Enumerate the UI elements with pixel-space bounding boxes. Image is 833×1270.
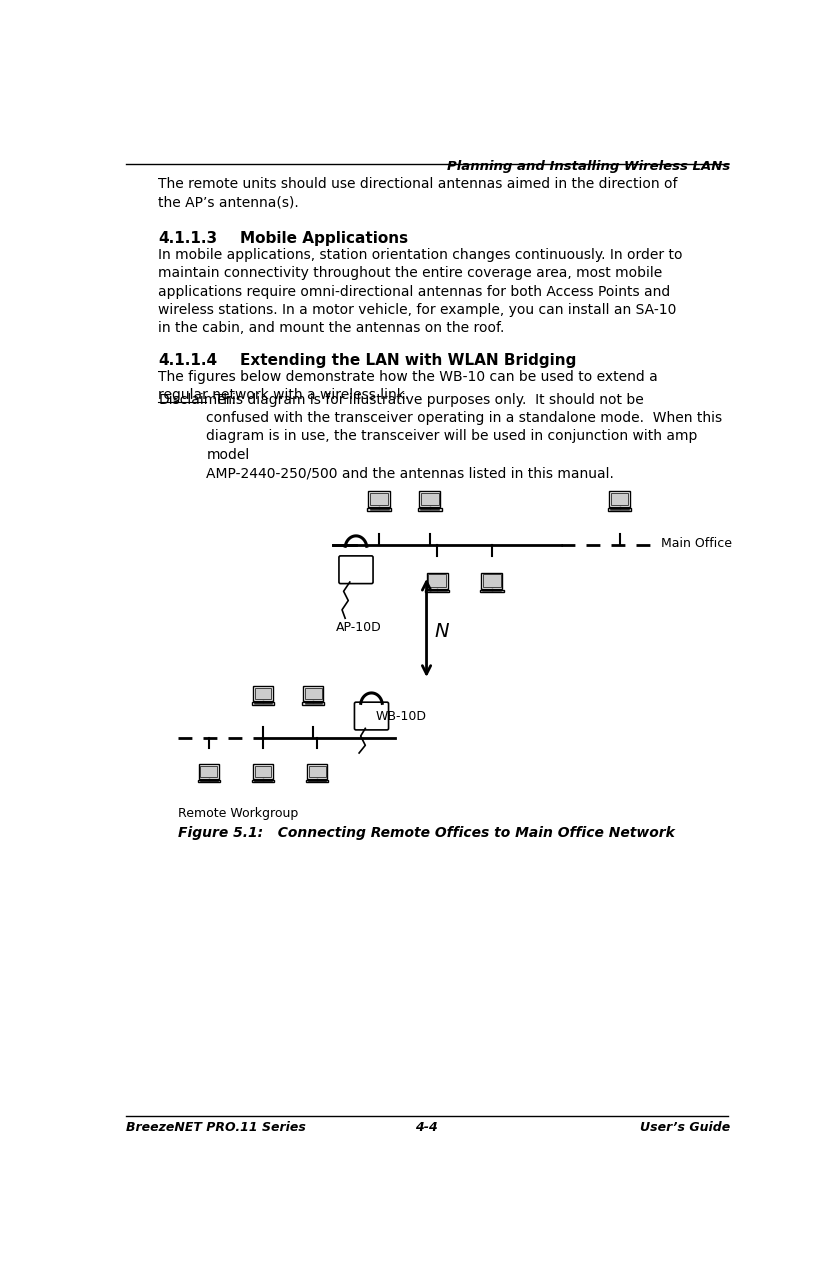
Text: WB-10D: WB-10D [376, 710, 426, 723]
FancyBboxPatch shape [480, 589, 504, 592]
Text: The remote units should use directional antennas aimed in the direction of
the A: The remote units should use directional … [158, 177, 678, 210]
FancyBboxPatch shape [481, 573, 502, 589]
FancyBboxPatch shape [611, 493, 628, 505]
FancyBboxPatch shape [201, 766, 217, 777]
FancyBboxPatch shape [253, 686, 273, 701]
Text: BreezeNET PRO.11 Series: BreezeNET PRO.11 Series [126, 1121, 306, 1134]
FancyBboxPatch shape [428, 574, 446, 587]
Text: The figures below demonstrate how the WB-10 can be used to extend a
regular netw: The figures below demonstrate how the WB… [158, 370, 658, 401]
FancyBboxPatch shape [253, 765, 273, 779]
FancyBboxPatch shape [302, 702, 325, 705]
FancyBboxPatch shape [197, 780, 220, 782]
FancyBboxPatch shape [426, 573, 448, 589]
FancyBboxPatch shape [417, 508, 441, 511]
Text: Extending the LAN with WLAN Bridging: Extending the LAN with WLAN Bridging [240, 353, 576, 367]
Text: Remote Workgroup: Remote Workgroup [177, 806, 298, 820]
Text: 4.1.1.3: 4.1.1.3 [158, 231, 217, 246]
Text: Planning and Installing Wireless LANs: Planning and Installing Wireless LANs [447, 160, 731, 173]
FancyBboxPatch shape [483, 574, 501, 587]
Text: Disclaimer:: Disclaimer: [158, 392, 237, 406]
Text: N: N [434, 622, 449, 641]
FancyBboxPatch shape [199, 765, 219, 779]
Text: User’s Guide: User’s Guide [640, 1121, 731, 1134]
Text: AP-10D: AP-10D [336, 621, 382, 634]
FancyBboxPatch shape [255, 688, 272, 700]
FancyBboxPatch shape [419, 491, 441, 507]
FancyBboxPatch shape [305, 688, 322, 700]
FancyBboxPatch shape [609, 491, 631, 507]
Text: 4.1.1.4: 4.1.1.4 [158, 353, 217, 367]
FancyBboxPatch shape [303, 686, 323, 701]
FancyBboxPatch shape [307, 780, 328, 782]
FancyBboxPatch shape [309, 766, 326, 777]
Text: Main Office: Main Office [661, 537, 731, 550]
FancyBboxPatch shape [607, 508, 631, 511]
FancyBboxPatch shape [255, 766, 272, 777]
FancyBboxPatch shape [252, 780, 274, 782]
FancyBboxPatch shape [307, 765, 327, 779]
FancyBboxPatch shape [421, 493, 438, 505]
Text: In mobile applications, station orientation changes continuously. In order to
ma: In mobile applications, station orientat… [158, 248, 683, 335]
Text: This diagram is for illustrative purposes only.  It should not be
confused with : This diagram is for illustrative purpose… [207, 392, 722, 480]
FancyBboxPatch shape [339, 556, 373, 584]
FancyBboxPatch shape [355, 702, 388, 730]
Text: Figure 5.1:   Connecting Remote Offices to Main Office Network: Figure 5.1: Connecting Remote Offices to… [178, 827, 675, 841]
Text: 4-4: 4-4 [415, 1121, 438, 1134]
FancyBboxPatch shape [368, 491, 390, 507]
FancyBboxPatch shape [426, 589, 449, 592]
FancyBboxPatch shape [252, 702, 274, 705]
FancyBboxPatch shape [371, 493, 388, 505]
Text: Mobile Applications: Mobile Applications [240, 231, 408, 246]
FancyBboxPatch shape [367, 508, 392, 511]
